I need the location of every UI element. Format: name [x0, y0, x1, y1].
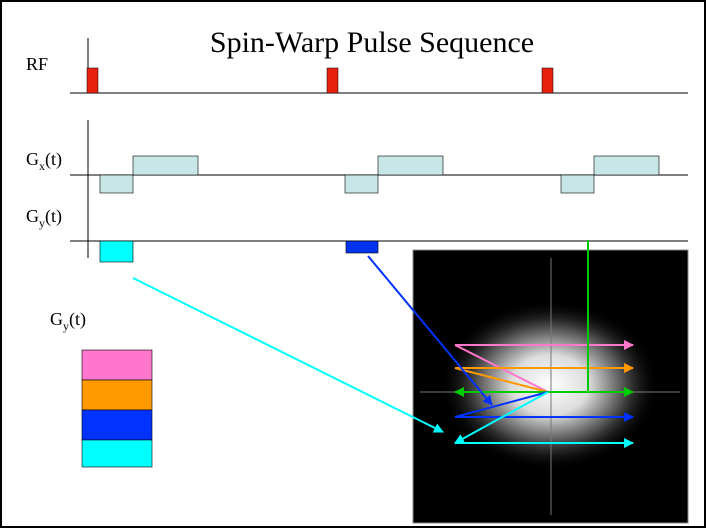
legend-boxes — [82, 350, 152, 467]
gy-lobe-blue — [346, 241, 378, 253]
slide: Spin-Warp Pulse Sequence RF Gx(t) Gy(t) … — [0, 0, 706, 528]
label-part: G — [26, 206, 39, 226]
label-part: (t) — [45, 206, 62, 227]
rf-label: RF — [26, 54, 48, 74]
gy-lobe-cyan — [100, 241, 133, 262]
label-part: (t) — [45, 149, 62, 170]
label-part: (t) — [69, 309, 86, 330]
label-part: G — [50, 309, 63, 329]
title: Spin-Warp Pulse Sequence — [210, 26, 534, 59]
kspace-blob — [440, 300, 660, 470]
label-part: G — [26, 149, 39, 169]
